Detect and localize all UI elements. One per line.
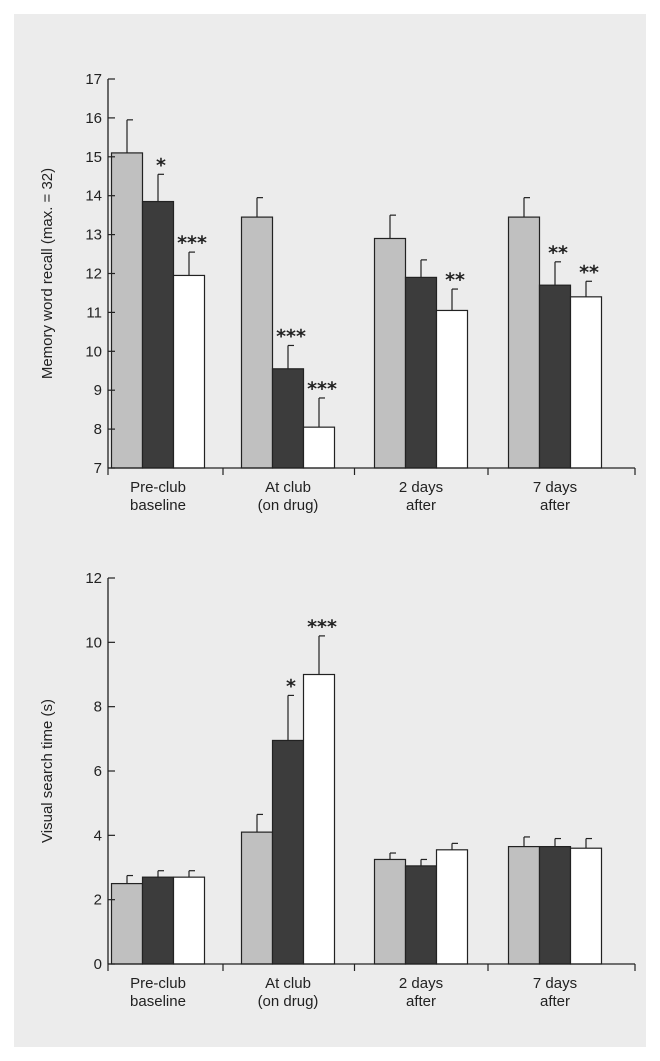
chart1-bar-s2-c2 <box>271 368 305 469</box>
chart1-y-tick-label: 10 <box>85 343 102 360</box>
chart1-bar-s1-c1 <box>110 152 144 469</box>
chart1-y-tick-label: 8 <box>94 421 102 438</box>
chart1-y-tick-label: 11 <box>86 304 102 321</box>
chart1-category-label-2: At club <box>265 479 311 496</box>
chart1-category-label-4: 7 days <box>533 479 577 496</box>
chart2-sig-label-s3-c2: *** <box>307 616 337 638</box>
chart1-bar-s2-c3 <box>404 276 438 469</box>
chart1-y-tick-label: 7 <box>94 460 102 477</box>
chart2-y-axis-title: Visual search time (s) <box>39 699 56 843</box>
chart1-y-tick-label: 14 <box>85 188 102 205</box>
chart2-bar-s2-c3 <box>404 865 438 965</box>
chart2-bar-s1-c2 <box>240 831 274 965</box>
chart1-y-tick-label: 15 <box>85 149 102 166</box>
chart2-category-label-3: 2 days <box>399 975 443 992</box>
chart2-y-tick-label: 2 <box>94 892 102 909</box>
chart2-bar-s1-c4 <box>507 845 541 965</box>
chart2-y-tick-label: 0 <box>94 956 102 973</box>
chart1-category-label-4: after <box>540 497 570 514</box>
chart1-y-tick-label: 16 <box>85 110 102 127</box>
chart1-category-label-1: baseline <box>130 497 186 514</box>
chart2-bar-s3-c1 <box>172 876 206 965</box>
chart1-category-label-1: Pre-club <box>130 479 186 496</box>
chart2-category-label-4: after <box>540 993 570 1010</box>
chart2-bar-s3-c3 <box>435 849 469 965</box>
chart1-sig-label-s2-c1: * <box>156 154 166 176</box>
chart2-category-label-2: At club <box>265 975 311 992</box>
chart1-bar-s1-c2 <box>240 216 274 469</box>
chart2-y-tick-label: 12 <box>85 570 102 587</box>
chart2-bar-s3-c4 <box>569 847 603 965</box>
chart2-sig-label-s2-c2: * <box>286 675 296 697</box>
chart2-bar-s1-c3 <box>373 858 407 965</box>
chart2-bar-s3-c2 <box>302 673 336 965</box>
chart2-category-label-2: (on drug) <box>258 993 319 1010</box>
chart2-y-tick-label: 6 <box>94 763 102 780</box>
chart1-y-tick-label: 12 <box>85 266 102 283</box>
chart1-category-label-3: after <box>406 497 436 514</box>
chart1-bar-s3-c3 <box>435 309 469 469</box>
chart1-sig-label-s2-c2: *** <box>276 325 306 347</box>
chart1-bar-s2-c1 <box>141 200 175 469</box>
chart1-y-axis-title: Memory word recall (max. = 32) <box>39 168 56 379</box>
chart2-y-tick-label: 8 <box>94 699 102 716</box>
chart1-sig-label-s2-c4: ** <box>548 242 568 264</box>
chart2-category-label-1: Pre-club <box>130 975 186 992</box>
chart1-bar-s1-c4 <box>507 216 541 469</box>
chart1-bar-s3-c4 <box>569 296 603 469</box>
chart2-y-tick-label: 10 <box>85 634 102 651</box>
chart1-category-label-3: 2 days <box>399 479 443 496</box>
chart1-bar-s3-c2 <box>302 426 336 469</box>
chart2-category-label-4: 7 days <box>533 975 577 992</box>
chart1-sig-label-s3-c3: ** <box>445 269 465 291</box>
chart2-category-label-1: baseline <box>130 993 186 1010</box>
chart1-y-tick-label: 17 <box>85 71 102 88</box>
chart1-y-tick-label: 13 <box>85 227 102 244</box>
chart2-bar-s2-c2 <box>271 739 305 965</box>
chart1-sig-label-s3-c1: *** <box>177 232 207 254</box>
chart2-bar-s1-c1 <box>110 882 144 965</box>
chart1-sig-label-s3-c2: *** <box>307 378 337 400</box>
chart1-bar-s1-c3 <box>373 237 407 469</box>
chart2-bar-s2-c4 <box>538 845 572 965</box>
chart2-bar-s2-c1 <box>141 876 175 965</box>
chart1-bar-s2-c4 <box>538 284 572 469</box>
chart2-y-tick-label: 4 <box>94 827 102 844</box>
chart1-bar-s3-c1 <box>172 274 206 469</box>
chart1-y-tick-label: 9 <box>94 382 102 399</box>
chart1-category-label-2: (on drug) <box>258 497 319 514</box>
chart1-sig-label-s3-c4: ** <box>579 261 599 283</box>
chart2-category-label-3: after <box>406 993 436 1010</box>
